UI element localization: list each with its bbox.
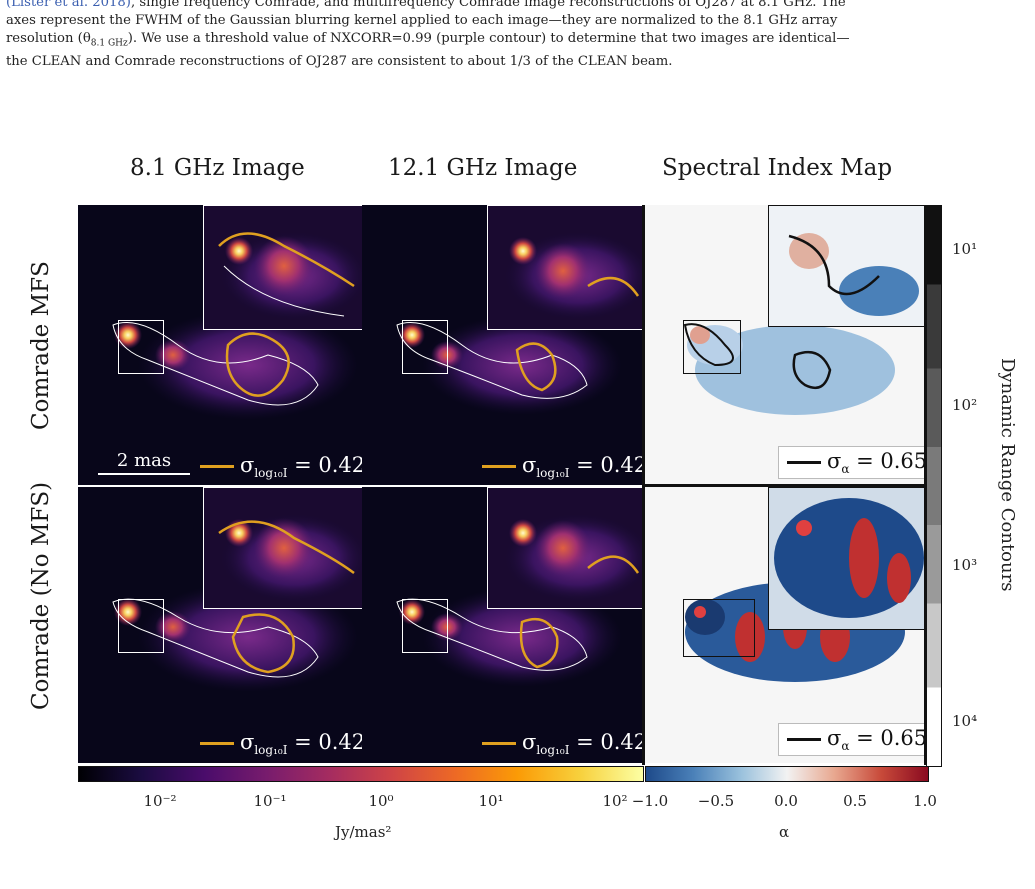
- dr-tick: 10²: [952, 396, 978, 414]
- inset-region-box: [118, 599, 164, 653]
- inset-region-box: [683, 320, 741, 374]
- inset-region-box: [402, 599, 448, 653]
- alpha-tick: −0.5: [697, 792, 735, 810]
- caption-line-4: the CLEAN and Comrade reconstructions of…: [6, 53, 673, 69]
- inset-zoom-mfs-12ghz: [487, 205, 644, 330]
- inset-zoom-nomfs-spectral: [768, 487, 924, 630]
- alpha-colorbar: [645, 766, 929, 782]
- legend-sigma-alpha: σα = 0.65: [778, 723, 924, 757]
- legend-sigma-intensity: σlog₁₀I = 0.42: [482, 730, 644, 757]
- scale-bar: 2 mas: [98, 450, 190, 475]
- column-title-spectral: Spectral Index Map: [662, 155, 893, 181]
- panel-nomfs-spectral: σα = 0.65: [645, 487, 924, 763]
- alpha-tick: 0.0: [774, 792, 798, 810]
- intensity-colorbar-label: Jy/mas²: [335, 823, 392, 841]
- alpha-tick: 1.0: [913, 792, 937, 810]
- intensity-tick: 10⁻¹: [253, 792, 287, 810]
- inset-zoom-mfs-8ghz: [203, 205, 362, 330]
- alpha-tick: −1.0: [631, 792, 669, 810]
- legend-sigma-intensity: σlog₁₀I = 0.42: [200, 730, 362, 757]
- panel-separator: [924, 205, 927, 765]
- dynamic-range-label: Dynamic Range Contours: [997, 358, 1018, 592]
- image-mfs-8ghz: [112, 310, 358, 420]
- panel-nomfs-8ghz: σlog₁₀I = 0.42: [78, 487, 362, 763]
- alpha-tick: 0.5: [843, 792, 867, 810]
- dynamic-range-colorbar: [926, 205, 942, 767]
- caption-line-3: resolution (θ8.1 GHz). We use a threshol…: [6, 31, 850, 49]
- dr-tick: 10¹: [952, 240, 978, 258]
- inset-region-box: [402, 320, 448, 374]
- figure-caption: (Lister et al. 2018), single frequency C…: [6, 0, 1030, 71]
- image-mfs-12ghz: [396, 315, 622, 415]
- intensity-colorbar: [78, 766, 644, 782]
- dr-tick: 10³: [952, 556, 978, 574]
- row-label-nomfs: Comrade (No MFS): [28, 481, 54, 710]
- column-title-8ghz: 8.1 GHz Image: [130, 155, 305, 181]
- intensity-tick: 10²: [602, 792, 628, 810]
- legend-sigma-alpha: σα = 0.65: [778, 446, 924, 480]
- legend-sigma-intensity: σlog₁₀I = 0.42: [200, 453, 362, 480]
- image-nomfs-12ghz: [396, 587, 622, 687]
- image-nomfs-8ghz: [112, 582, 358, 692]
- inset-zoom-nomfs-8ghz: [203, 487, 362, 609]
- panel-separator: [642, 205, 645, 765]
- inset-zoom-nomfs-12ghz: [487, 487, 644, 609]
- legend-sigma-intensity: σlog₁₀I = 0.42: [482, 453, 644, 480]
- dr-tick: 10⁴: [952, 712, 978, 730]
- caption-line-2: axes represent the FWHM of the Gaussian …: [6, 13, 838, 28]
- inset-zoom-mfs-spectral: [768, 205, 924, 327]
- panel-mfs-8ghz: 2 mas σlog₁₀I = 0.42: [78, 205, 362, 485]
- row-label-mfs: Comrade MFS: [28, 261, 54, 430]
- inset-region-box: [118, 320, 164, 374]
- column-title-12ghz: 12.1 GHz Image: [388, 155, 578, 181]
- intensity-tick: 10⁻²: [143, 792, 177, 810]
- panel-mfs-12ghz: σlog₁₀I = 0.42: [362, 205, 644, 485]
- alpha-colorbar-label: α: [779, 823, 790, 841]
- intensity-tick: 10⁰: [368, 792, 394, 810]
- inset-region-box: [683, 599, 755, 657]
- panel-mfs-spectral: σα = 0.65: [645, 205, 924, 485]
- spectral-map-mfs: [683, 323, 895, 415]
- panel-nomfs-12ghz: σlog₁₀I = 0.42: [362, 487, 644, 763]
- caption-line-1: , single frequency Comrade, and multifre…: [130, 0, 846, 10]
- citation-link[interactable]: (Lister et al. 2018): [6, 0, 131, 10]
- panel-separator: [645, 484, 927, 487]
- intensity-tick: 10¹: [478, 792, 504, 810]
